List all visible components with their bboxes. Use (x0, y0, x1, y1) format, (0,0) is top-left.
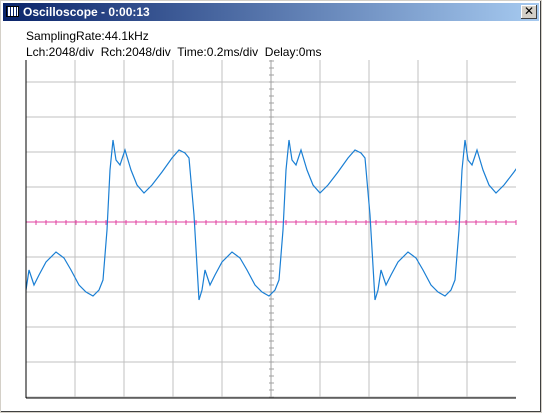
close-button[interactable]: ✕ (521, 5, 537, 19)
window-title: Oscilloscope - 0:00:13 (23, 5, 150, 19)
sampling-rate: SamplingRate:44.1kHz (26, 29, 149, 43)
scope-settings: Lch:2048/div Rch:2048/div Time:0.2ms/div… (26, 45, 322, 59)
waveform (26, 139, 516, 301)
title-bar: Oscilloscope - 0:00:13 ✕ (3, 3, 539, 21)
grid (25, 60, 517, 398)
window-icon (6, 6, 19, 17)
